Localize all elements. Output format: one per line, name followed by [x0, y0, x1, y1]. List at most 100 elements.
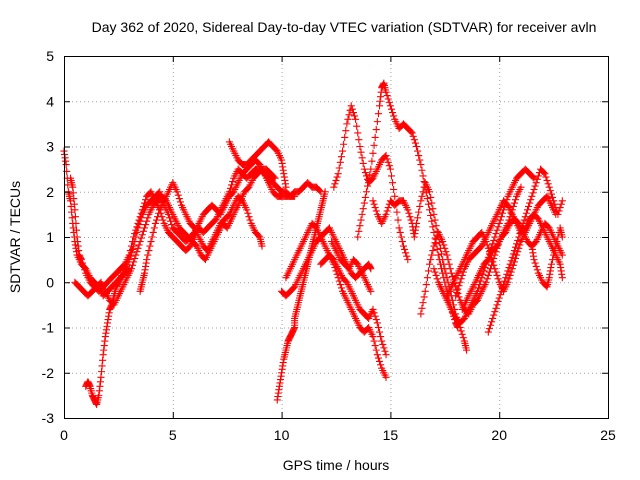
- data-point: [335, 164, 343, 172]
- data-point: [511, 196, 520, 204]
- data-point: [145, 247, 153, 255]
- data-point: [463, 346, 471, 354]
- series-trace-2: [66, 165, 299, 295]
- data-point: [361, 193, 369, 201]
- data-point: [429, 205, 437, 213]
- data-point: [358, 210, 366, 218]
- data-point: [357, 148, 365, 156]
- data-point: [558, 251, 566, 259]
- data-point: [131, 230, 139, 238]
- data-point: [98, 362, 106, 370]
- data-point: [371, 342, 379, 350]
- series-trace-7: [273, 188, 329, 404]
- data-point: [514, 236, 522, 244]
- data-point: [490, 261, 498, 269]
- data-point: [421, 287, 429, 295]
- data-point: [125, 251, 133, 259]
- data-point: [168, 221, 176, 229]
- data-point: [412, 142, 421, 151]
- data-point: [455, 282, 463, 290]
- y-tick-label: -1: [42, 320, 55, 336]
- data-point: [530, 185, 538, 194]
- data-point: [359, 159, 367, 168]
- series-trace-5: [136, 179, 266, 295]
- data-point: [557, 200, 565, 208]
- data-point: [374, 323, 382, 332]
- data-point: [336, 280, 344, 289]
- data-point: [357, 216, 365, 224]
- data-point: [390, 112, 398, 120]
- data-point: [456, 278, 464, 286]
- data-point: [337, 153, 345, 161]
- data-point: [370, 200, 378, 208]
- data-point: [515, 244, 523, 252]
- data-point: [128, 237, 137, 246]
- data-point: [365, 176, 373, 184]
- data-point: [354, 233, 362, 241]
- data-point: [271, 174, 279, 182]
- data-point: [495, 219, 503, 227]
- data-point: [243, 206, 251, 214]
- data-point: [338, 147, 347, 155]
- data-point: [424, 267, 433, 275]
- data-point: [391, 192, 399, 200]
- data-point: [361, 168, 369, 177]
- data-point: [507, 268, 515, 276]
- data-point: [389, 179, 397, 187]
- data-point: [387, 105, 396, 113]
- data-point: [135, 241, 143, 249]
- data-point: [498, 209, 507, 217]
- data-point: [382, 351, 390, 359]
- data-point: [505, 275, 513, 283]
- data-point: [447, 269, 455, 277]
- data-point: [489, 314, 497, 322]
- data-point: [412, 219, 421, 227]
- data-point: [341, 133, 349, 141]
- data-point: [483, 241, 491, 249]
- data-point: [134, 244, 142, 252]
- data-point: [433, 245, 441, 253]
- data-point: [372, 207, 380, 215]
- x-tick-labels: 0 5 10 15 20 25: [60, 427, 616, 443]
- data-point: [71, 206, 79, 214]
- data-point: [410, 136, 418, 144]
- data-point: [517, 183, 525, 191]
- data-point: [344, 115, 352, 123]
- data-point: [414, 214, 422, 222]
- data-point: [426, 188, 434, 196]
- data-point: [484, 244, 492, 252]
- y-axis-label: SDTVAR / TECUs: [7, 181, 23, 293]
- data-point: [355, 227, 363, 235]
- data-point: [374, 110, 382, 118]
- data-point: [531, 182, 539, 190]
- data-point: [316, 187, 324, 195]
- data-point: [484, 271, 492, 280]
- data-point: [373, 118, 381, 126]
- data-point: [432, 222, 440, 230]
- data-point: [556, 204, 564, 212]
- data-point: [156, 188, 164, 196]
- data-point: [132, 251, 140, 259]
- data-point: [513, 240, 521, 248]
- data-point: [510, 199, 518, 207]
- data-point: [384, 95, 392, 103]
- data-point: [398, 237, 406, 246]
- data-point: [133, 248, 141, 256]
- series-trace-20: [484, 165, 566, 336]
- data-point: [387, 172, 396, 180]
- data-point: [494, 297, 502, 306]
- data-point: [550, 251, 558, 259]
- data-point: [553, 237, 561, 246]
- y-tick-label: 2: [46, 184, 54, 200]
- data-point: [427, 193, 435, 201]
- data-point: [418, 192, 426, 200]
- data-point: [428, 217, 436, 225]
- data-point: [434, 251, 442, 259]
- data-point: [364, 182, 372, 190]
- data-point: [81, 266, 89, 274]
- data-point: [534, 172, 542, 180]
- data-point: [508, 253, 516, 261]
- data-point: [349, 109, 357, 117]
- data-point: [396, 228, 404, 237]
- data-point: [458, 271, 466, 280]
